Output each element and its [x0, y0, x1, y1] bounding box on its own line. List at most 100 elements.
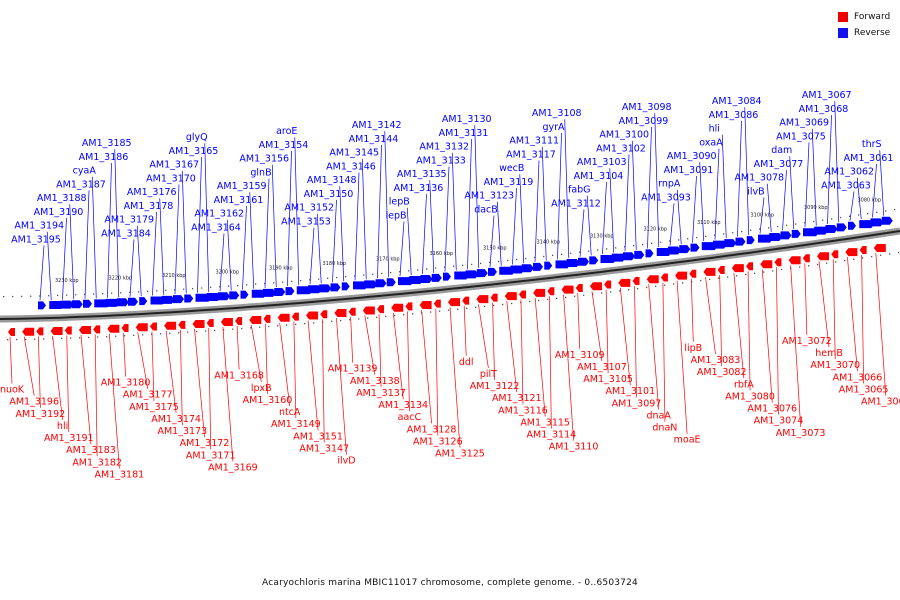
track-dot — [349, 319, 351, 321]
track-dot — [178, 332, 180, 334]
reverse-leader-line — [332, 199, 337, 283]
forward-leader-line — [463, 305, 467, 356]
track-dot — [709, 278, 711, 281]
forward-leader-line — [279, 322, 291, 407]
reverse-gene — [510, 265, 525, 274]
reverse-gene — [139, 297, 148, 306]
forward-leader-line — [818, 261, 830, 348]
track-dot — [768, 227, 770, 229]
track-dot — [525, 257, 527, 260]
forward-gene — [277, 313, 290, 322]
forward-gene — [362, 306, 375, 315]
track-dot — [124, 335, 126, 337]
forward-leader-line — [832, 259, 836, 360]
forward-gene — [788, 256, 801, 265]
track-dot — [291, 280, 293, 283]
reverse-gene — [544, 261, 553, 270]
track-dot — [700, 279, 702, 282]
reverse-gene-label: AM1_3108 — [532, 108, 582, 119]
reverse-leader-line — [744, 107, 750, 236]
reverse-leader-line — [114, 149, 120, 298]
reverse-gene — [229, 291, 240, 300]
track-dot — [30, 295, 32, 297]
track-dot — [165, 289, 167, 291]
forward-gene-label: AM1_3183 — [66, 445, 116, 456]
reverse-gene-label: AM1_3161 — [214, 195, 264, 206]
forward-gene — [220, 318, 233, 327]
forward-gene — [774, 258, 782, 267]
reverse-gene-label: AM1_3133 — [416, 155, 466, 166]
reverse-leader-line — [872, 163, 877, 218]
track-dot — [844, 259, 846, 262]
reverse-gene — [409, 276, 424, 285]
forward-gene-label: AM1_3171 — [186, 450, 236, 461]
track-dot — [462, 264, 464, 266]
track-dot — [543, 255, 545, 258]
forward-gene-label: AM1_3073 — [776, 428, 826, 439]
reverse-gene-label: AM1_3165 — [169, 146, 219, 157]
reverse-gene-label: dacB — [474, 204, 498, 215]
reverse-leader-line — [541, 146, 547, 261]
forward-leader-line — [506, 301, 518, 393]
reverse-gene-label: AM1_3111 — [509, 136, 559, 147]
forward-gene-label: AM1_3101 — [605, 386, 655, 397]
forward-leader-line — [705, 276, 716, 355]
reverse-gene — [713, 240, 727, 249]
reverse-leader-line — [721, 134, 727, 239]
forward-gene — [419, 301, 432, 310]
reverse-gene-label: AM1_3142 — [352, 120, 402, 131]
track-dot — [588, 250, 590, 252]
reverse-gene — [848, 221, 856, 230]
forward-leader-line — [378, 314, 382, 387]
track-dot — [133, 334, 135, 336]
reverse-gene-label: AM1_3117 — [506, 149, 556, 160]
track-dot — [624, 246, 626, 248]
track-dot — [687, 238, 689, 240]
reverse-leader-line — [699, 162, 705, 242]
track-dot — [732, 232, 734, 234]
track-dot — [898, 251, 900, 254]
forward-gene — [22, 327, 35, 336]
reverse-gene-label: AM1_3078 — [734, 173, 784, 184]
forward-gene-label: lpxB — [251, 383, 272, 394]
forward-gene-label: ntcA — [279, 407, 301, 418]
forward-leader-line — [222, 326, 234, 462]
scale-tick-label: 3130 kbp — [590, 233, 614, 239]
track-dot — [705, 235, 707, 238]
track-dot — [318, 278, 320, 280]
reverse-leader-line — [84, 190, 90, 299]
forward-gene-label: AM1_3122 — [470, 381, 520, 392]
reverse-gene — [634, 250, 645, 259]
track-dot — [264, 282, 266, 285]
forward-leader-line — [265, 323, 268, 394]
track-dot — [813, 220, 815, 223]
forward-leader-line — [307, 320, 319, 431]
track-dot — [799, 266, 801, 268]
reverse-leader-line — [451, 152, 457, 271]
track-dot — [160, 333, 162, 335]
forward-gene-label: AM1_3070 — [810, 360, 860, 371]
track-dot — [129, 291, 131, 293]
track-dot — [331, 320, 333, 322]
forward-leader-line — [236, 325, 240, 370]
track-dot — [853, 258, 855, 260]
forward-gene-label: AM1_3080 — [725, 391, 775, 402]
forward-gene — [334, 309, 347, 318]
forward-leader-line — [94, 334, 98, 457]
reverse-leader-line — [174, 184, 180, 295]
track-dot — [259, 326, 261, 328]
track-dot — [651, 242, 653, 245]
reverse-gene — [116, 298, 129, 307]
track-dot — [241, 327, 243, 330]
reverse-gene-label: AM1_3185 — [82, 138, 132, 149]
forward-leader-line — [364, 315, 376, 375]
forward-gene-label: AM1_3076 — [747, 404, 797, 415]
reverse-leader-line — [406, 207, 412, 276]
reverse-gene-label: AM1_3136 — [394, 183, 444, 194]
forward-gene — [589, 282, 602, 291]
scale-tick-label: 3210 kbp — [162, 273, 186, 279]
reverse-gene-label: AM1_3131 — [439, 128, 489, 139]
track-dot — [61, 337, 63, 340]
forward-gene — [731, 264, 744, 273]
reverse-gene-label: AM1_3123 — [464, 191, 514, 202]
